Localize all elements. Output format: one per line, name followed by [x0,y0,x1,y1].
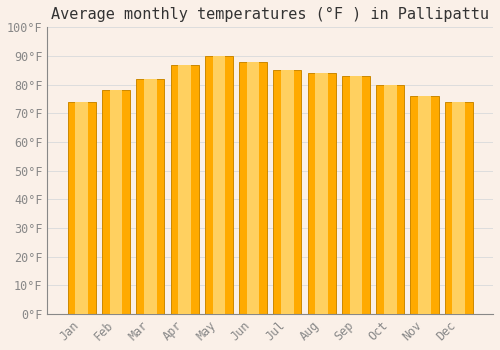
Bar [212,56,225,314]
Bar [144,79,156,314]
Bar [110,90,122,314]
Bar [281,70,293,314]
Bar [247,62,260,314]
Bar [342,76,370,314]
Bar [316,73,328,314]
Bar [68,102,96,314]
Bar [178,64,191,314]
Bar [376,85,404,314]
Bar [239,62,267,314]
Bar [76,102,88,314]
Bar [170,64,198,314]
Bar [308,73,336,314]
Bar [350,76,362,314]
Bar [205,56,233,314]
Bar [274,70,301,314]
Bar [452,102,465,314]
Bar [444,102,473,314]
Bar [136,79,164,314]
Bar [410,96,438,314]
Bar [418,96,431,314]
Bar [102,90,130,314]
Title: Average monthly temperatures (°F ) in Pallipattu: Average monthly temperatures (°F ) in Pa… [51,7,489,22]
Bar [384,85,396,314]
